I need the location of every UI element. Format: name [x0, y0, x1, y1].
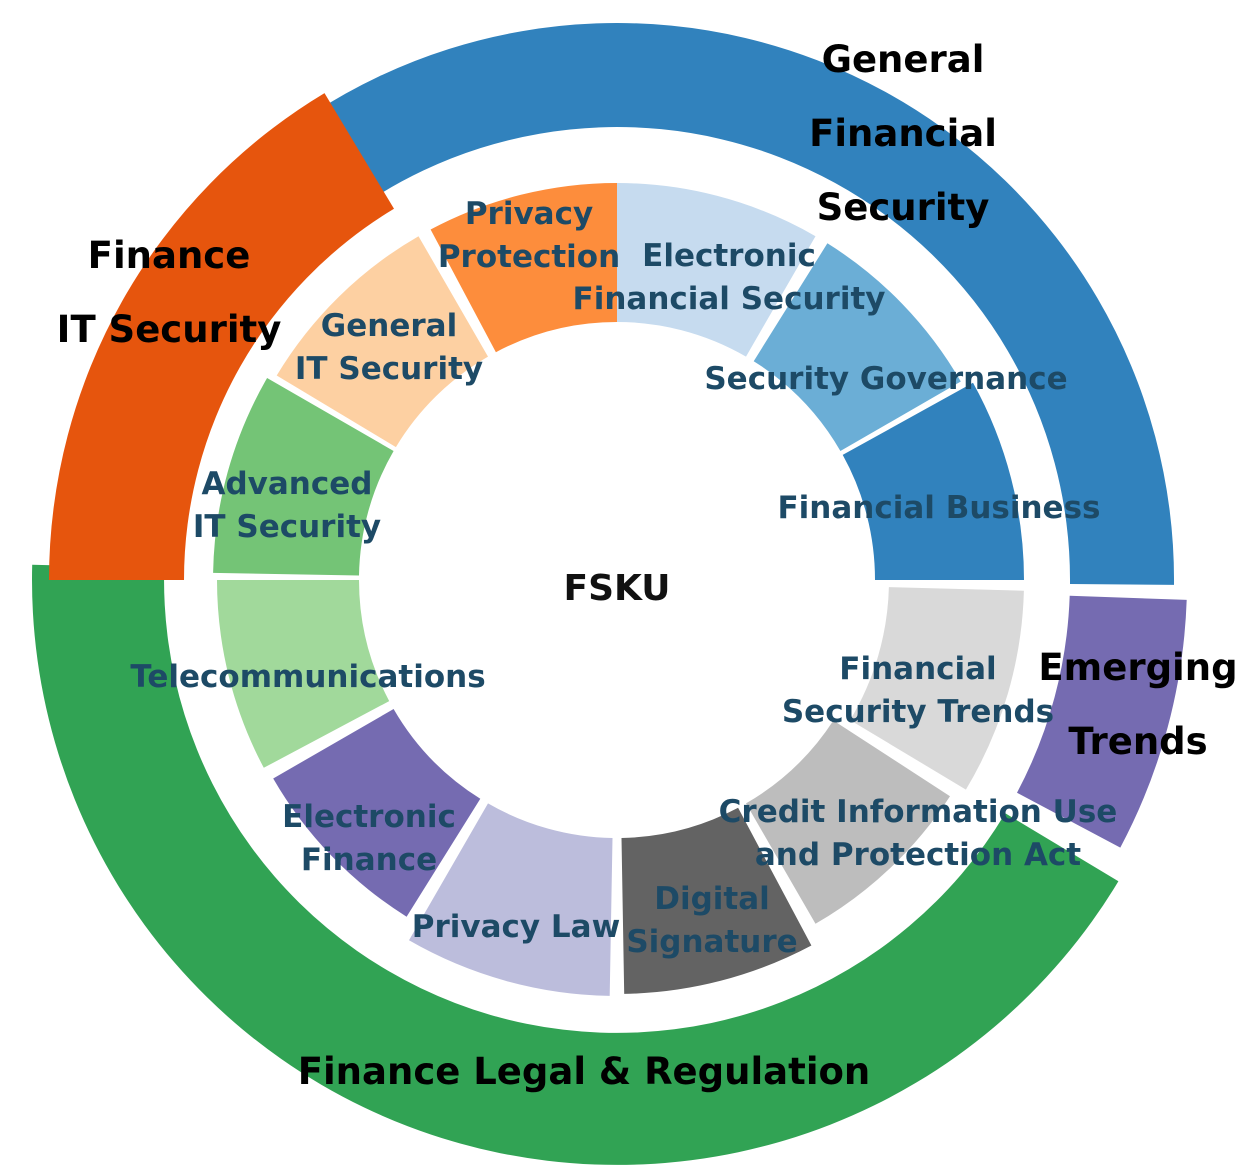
inner-label-line: Credit Information Use: [719, 794, 1118, 830]
inner-label-line: Financial: [839, 651, 996, 687]
outer-label-line: Finance Legal & Regulation: [298, 1050, 871, 1093]
inner-label-line: Financial Security: [573, 281, 886, 317]
inner-wedge-electronic-financial-security: [610, 183, 816, 357]
inner-label-line: Security Trends: [782, 694, 1054, 730]
inner-label-digital-signature: Digital Signature: [626, 881, 797, 960]
inner-label-line: Protection: [438, 239, 620, 275]
outer-ring: [32, 23, 1187, 1165]
inner-wedge-privacy-protection: [430, 183, 617, 353]
outer-label-line: General: [822, 38, 985, 81]
inner-ring: [213, 183, 1024, 996]
inner-label-line: Privacy: [465, 196, 593, 232]
inner-label-electronic-financial-security: Electronic Financial Security: [573, 238, 886, 317]
inner-label-electronic-finance: Electronic Finance: [282, 799, 456, 878]
inner-label-financial-security-trends: Financial Security Trends: [782, 651, 1054, 730]
outer-ring-labels: General Financial Security Emerging Trends Fi…: [57, 38, 1238, 1093]
inner-label-line: Electronic: [282, 799, 456, 835]
outer-wedge-emerging-trends: [1017, 595, 1187, 848]
inner-label-line: General: [321, 308, 457, 344]
inner-label-line: Privacy Law: [412, 909, 620, 945]
outer-wedge-finance-it-security: [49, 93, 394, 580]
inner-wedge-advanced-it-security: [213, 378, 394, 576]
outer-label-general-financial-security: General Financial Security: [809, 38, 997, 229]
inner-label-line: Security Governance: [704, 361, 1067, 397]
outer-label-line: Finance: [88, 234, 251, 277]
inner-label-privacy-law: Privacy Law: [412, 909, 620, 945]
inner-label-line: Advanced: [202, 466, 373, 502]
inner-label-financial-business: Financial Business: [778, 490, 1101, 526]
outer-label-line: Trends: [1068, 720, 1207, 763]
inner-label-line: Electronic: [642, 238, 816, 274]
outer-label-line: Emerging: [1038, 646, 1237, 689]
inner-label-line: IT Security: [193, 509, 381, 545]
outer-wedge-finance-legal-regulation: [32, 564, 1119, 1165]
outer-label-emerging-trends: Emerging Trends: [1038, 646, 1237, 763]
center-label: FSKU: [563, 568, 670, 609]
inner-wedge-privacy-law: [409, 803, 613, 996]
inner-label-advanced-it-security: Advanced IT Security: [193, 466, 381, 545]
inner-wedge-electronic-finance: [273, 709, 481, 917]
outer-label-line: IT Security: [57, 308, 282, 351]
outer-label-finance-it-security: Finance IT Security: [57, 234, 282, 351]
outer-label-line: Security: [817, 186, 990, 229]
inner-label-line: IT Security: [295, 351, 483, 387]
inner-label-line: Signature: [626, 924, 797, 960]
inner-label-line: Telecommunications: [130, 659, 485, 695]
inner-label-security-governance: Security Governance: [704, 361, 1067, 397]
inner-label-line: and Protection Act: [755, 837, 1081, 873]
inner-label-telecommunications: Telecommunications: [130, 659, 485, 695]
inner-label-general-it-security: General IT Security: [295, 308, 483, 387]
inner-wedge-financial-business: [842, 382, 1024, 580]
outer-label-finance-legal-regulation: Finance Legal & Regulation: [298, 1050, 871, 1093]
inner-label-credit-information-act: Credit Information Use and Protection Act: [719, 794, 1118, 873]
inner-wedge-digital-signature: [621, 807, 812, 994]
inner-label-line: Finance: [301, 842, 437, 878]
inner-wedge-credit-information-act: [746, 720, 950, 924]
inner-label-privacy-protection: Privacy Protection: [438, 196, 620, 275]
inner-label-line: Financial Business: [778, 490, 1101, 526]
inner-label-line: Digital: [654, 881, 770, 917]
outer-label-line: Financial: [809, 112, 997, 155]
outer-wedge-general-financial-security: [313, 23, 1175, 585]
inner-wedge-security-governance: [753, 243, 961, 451]
inner-ring-labels: Electronic Financial Security Security Gov…: [130, 196, 1117, 960]
inner-wedge-general-it-security: [276, 236, 488, 448]
inner-wedge-financial-security-trends: [850, 587, 1024, 790]
inner-wedge-telecommunications: [217, 580, 390, 768]
